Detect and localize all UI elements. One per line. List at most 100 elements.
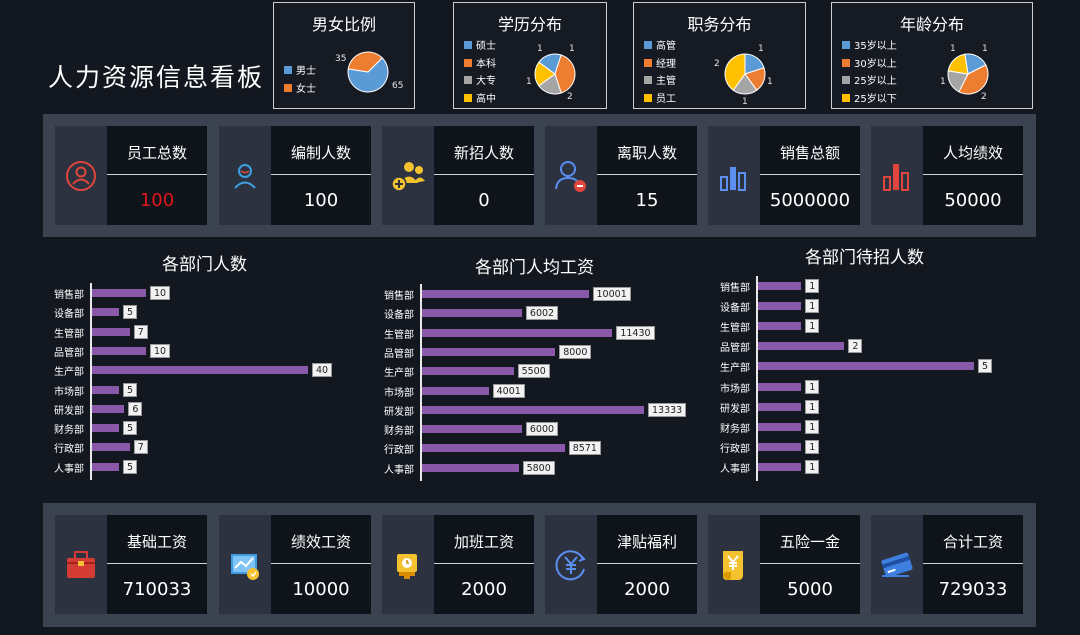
kpi-divider	[434, 563, 534, 564]
legend-item: 35岁以上	[842, 38, 897, 56]
bar	[758, 282, 802, 290]
bar	[758, 342, 845, 351]
bar-data-label: 1	[805, 399, 820, 414]
bar	[758, 402, 802, 411]
category-label: 销售部	[54, 290, 84, 301]
bar-data-label: 11430	[616, 325, 655, 340]
bar	[758, 382, 802, 391]
legend-item: 本科	[464, 56, 496, 74]
legend-swatch	[464, 58, 472, 67]
legend-item: 女士	[284, 81, 316, 99]
legend-item: 硕士	[464, 38, 496, 56]
kpi-icon-area	[55, 126, 107, 225]
pie-legend: 35岁以上 30岁以上 25岁以上 25岁以下	[842, 38, 897, 108]
pie-data-label: 2	[714, 59, 720, 69]
category-label: 设备部	[720, 303, 750, 315]
pie-data-label: 1	[758, 44, 764, 54]
category-label: 市场部	[384, 387, 414, 399]
kpi-label: 销售总额	[779, 144, 840, 162]
legend-swatch	[284, 66, 292, 74]
bar	[758, 362, 974, 371]
kpi-icon-area	[382, 126, 434, 225]
bar-data-label: 6000	[525, 422, 559, 437]
kpi-icon-area	[55, 515, 107, 614]
kpi-icon-area	[382, 515, 434, 614]
bar-data-label: 1	[805, 439, 820, 454]
pie-data-label: 1	[742, 97, 748, 107]
kpi-panel: 基础工资 710033	[107, 515, 207, 614]
pie-data-label: 1	[767, 77, 773, 87]
kpi-label: 五险一金	[779, 533, 840, 551]
kpi-card-base-salary: 基础工资 710033	[55, 515, 207, 614]
kpi-label: 绩效工资	[290, 533, 351, 551]
pie-slice	[947, 53, 969, 75]
bar	[422, 386, 489, 395]
category-label: 设备部	[54, 309, 84, 321]
category-label: 人事部	[384, 464, 414, 476]
kpi-card-allowance-benefits: 津贴福利 2000	[545, 515, 697, 614]
legend-label: 大专	[476, 76, 496, 87]
kpi-icon-area	[871, 126, 923, 225]
legend-label: 男士	[296, 66, 316, 77]
kpi-divider	[107, 174, 207, 175]
kpi-value: 2000	[624, 579, 670, 600]
legend-swatch	[284, 83, 292, 92]
bar-data-label: 5	[123, 459, 138, 474]
legend-label: 30岁以上	[854, 58, 897, 70]
category-label: 人事部	[54, 463, 84, 475]
chart-axis	[90, 283, 92, 480]
bar	[92, 366, 308, 375]
people-add-icon	[391, 161, 425, 192]
bar	[422, 425, 522, 434]
kpi-icon-area	[871, 515, 923, 614]
kpi-value: 10000	[292, 579, 350, 600]
bar	[422, 290, 589, 298]
kpi-label: 津贴福利	[616, 533, 677, 551]
bar	[92, 308, 119, 317]
category-label: 品管部	[384, 348, 414, 360]
bar	[92, 385, 119, 394]
bar	[92, 462, 119, 471]
category-label: 财务部	[54, 425, 84, 437]
legend-label: 主管	[656, 76, 676, 87]
legend-label: 25岁以上	[854, 76, 897, 87]
legend-item: 经理	[644, 56, 676, 74]
bar-data-label: 5500	[517, 364, 550, 379]
bar	[422, 309, 522, 318]
bar	[758, 422, 802, 431]
pie-slice	[554, 54, 576, 94]
kpi-panel: 加班工资 2000	[434, 515, 534, 614]
kpi-band-bottom: 基础工资 710033 绩效工资 10000 加班工资 2000	[43, 503, 1036, 627]
legend-label: 员工	[656, 93, 676, 105]
bar	[92, 327, 130, 336]
kpi-panel: 人均绩效 50000	[923, 126, 1023, 225]
kpi-icon-area	[708, 515, 760, 614]
pie-chart	[724, 53, 766, 95]
category-label: 销售部	[720, 283, 750, 294]
kpi-divider	[760, 563, 860, 564]
kpi-icon-area	[708, 126, 760, 225]
kpi-label: 加班工资	[453, 533, 514, 551]
pie-data-label: 1	[526, 77, 532, 87]
kpi-panel: 五险一金 5000	[760, 515, 860, 614]
kpi-card-departures: 离职人数 15	[545, 126, 697, 225]
bar-data-label: 10001	[592, 287, 631, 301]
category-label: 市场部	[720, 383, 750, 395]
legend-swatch	[842, 41, 850, 49]
kpi-label: 人均绩效	[942, 144, 1003, 162]
bar	[92, 424, 119, 433]
bar-data-label: 1	[805, 279, 820, 293]
pie-chart	[347, 51, 389, 93]
kpi-card-total-employees: 员工总数 100	[55, 126, 207, 225]
chart-axis	[420, 284, 422, 481]
legend-label: 35岁以上	[854, 41, 897, 52]
kpi-value: 15	[635, 190, 659, 211]
kpi-divider	[597, 174, 697, 175]
legend-label: 25岁以下	[854, 93, 897, 105]
performance-chart-icon	[231, 553, 259, 580]
chart-axis	[756, 276, 758, 481]
bar	[422, 367, 514, 376]
legend-swatch	[464, 41, 472, 49]
kpi-icon-area	[219, 126, 271, 225]
pie-data-label: 65	[392, 81, 404, 91]
